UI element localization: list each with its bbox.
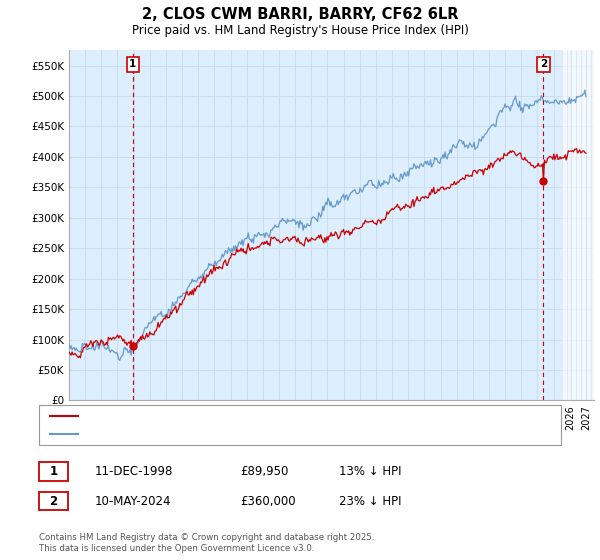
Text: 23% ↓ HPI: 23% ↓ HPI (339, 494, 401, 508)
Text: 2, CLOS CWM BARRI, BARRY, CF62 6LR (detached house): 2, CLOS CWM BARRI, BARRY, CF62 6LR (deta… (82, 411, 367, 421)
Text: 2, CLOS CWM BARRI, BARRY, CF62 6LR: 2, CLOS CWM BARRI, BARRY, CF62 6LR (142, 7, 458, 22)
Text: 11-DEC-1998: 11-DEC-1998 (95, 465, 173, 478)
Text: Contains HM Land Registry data © Crown copyright and database right 2025.
This d: Contains HM Land Registry data © Crown c… (39, 533, 374, 553)
Text: 2: 2 (539, 59, 547, 69)
Bar (562, 50, 594, 400)
Text: HPI: Average price, detached house, Vale of Glamorgan: HPI: Average price, detached house, Vale… (82, 430, 359, 439)
Text: 2: 2 (49, 494, 58, 508)
Text: £89,950: £89,950 (240, 465, 289, 478)
Text: 1: 1 (49, 465, 58, 478)
Text: 10-MAY-2024: 10-MAY-2024 (95, 494, 172, 508)
Text: 1: 1 (129, 59, 136, 69)
Text: Price paid vs. HM Land Registry's House Price Index (HPI): Price paid vs. HM Land Registry's House … (131, 24, 469, 36)
Text: 13% ↓ HPI: 13% ↓ HPI (339, 465, 401, 478)
Text: £360,000: £360,000 (240, 494, 296, 508)
